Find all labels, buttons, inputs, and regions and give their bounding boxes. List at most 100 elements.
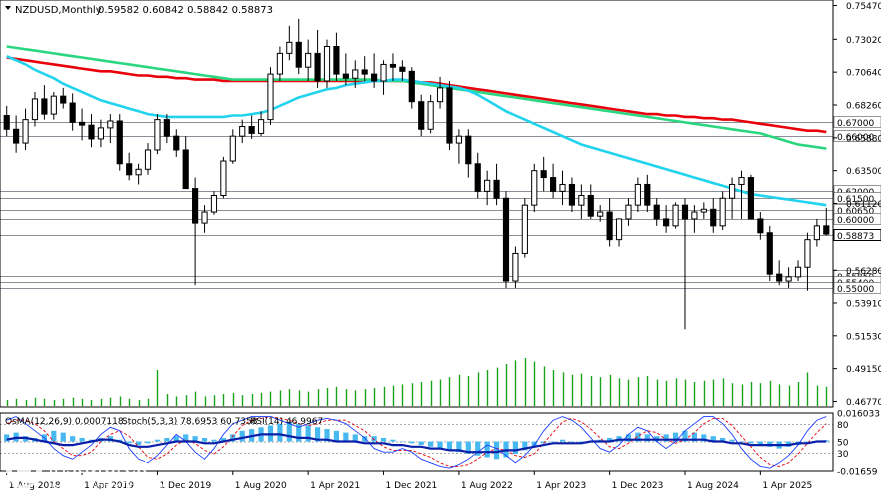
- osma-histogram-bar: [390, 439, 396, 442]
- bear-candle-body: [163, 119, 170, 137]
- osma-histogram-bar: [409, 441, 415, 444]
- bear-candle-body: [248, 126, 255, 134]
- instaforex-watermark: instaforex Instant Forex Trading: [4, 452, 204, 494]
- osma-histogram-bar: [220, 437, 226, 442]
- level-tag-label: 0.60000: [837, 216, 874, 226]
- x-tick-label: 1 Apr 2021: [310, 481, 360, 491]
- osma-histogram-bar: [541, 441, 547, 444]
- bull-candle-body: [229, 135, 236, 162]
- price-pane: [0, 18, 833, 406]
- osma-histogram-bar: [154, 439, 161, 442]
- bull-candle-body: [352, 69, 359, 79]
- bear-candle-body: [550, 177, 557, 192]
- osma-label: OsMA(12,26,9) 0.0007118: [5, 417, 124, 427]
- bull-candle-body: [785, 276, 792, 282]
- bear-candle-body: [69, 102, 76, 123]
- bear-candle-body: [88, 124, 95, 140]
- bear-candle-body: [78, 121, 86, 126]
- osma-histogram-bar: [314, 427, 321, 442]
- bear-candle-body: [710, 208, 717, 227]
- y-tick-label: 0.53910: [846, 299, 881, 309]
- bear-candle-body: [653, 204, 660, 220]
- bear-candle-body: [333, 45, 340, 75]
- bear-candle-body: [361, 69, 368, 75]
- osma-histogram-bar: [550, 441, 556, 443]
- bear-candle-body: [568, 183, 576, 206]
- bull-candle-body: [578, 194, 585, 206]
- bull-candle-body: [634, 183, 641, 206]
- bear-candle-body: [606, 211, 613, 241]
- level-tag-box: [833, 282, 881, 294]
- bear-candle-body: [408, 70, 415, 103]
- osma-histogram-bar: [70, 436, 76, 442]
- ma-medium-line: [6, 45, 827, 150]
- osma-histogram-bar: [418, 441, 424, 446]
- osma-histogram-bar: [352, 434, 358, 442]
- bear-candle-body: [13, 128, 20, 144]
- x-tick-label: 1 Apr 2019: [84, 481, 134, 491]
- bull-candle-body: [323, 45, 331, 82]
- instaforex-name: instaforex: [48, 454, 148, 478]
- bull-candle-body: [512, 252, 519, 282]
- bear-candle-body: [747, 177, 755, 220]
- osma-histogram-bar: [343, 432, 349, 442]
- x-tick-label: 1 Apr 2023: [536, 481, 586, 491]
- osma-histogram-bar: [380, 437, 387, 442]
- osma-histogram-bar: [79, 437, 85, 442]
- bull-candle-body: [625, 204, 632, 220]
- x-tick-label: 1 Dec 2023: [612, 481, 664, 491]
- bull-candle-body: [794, 266, 802, 278]
- osma-histogram-bar: [729, 439, 735, 442]
- osma-histogram-bar: [663, 434, 669, 442]
- bear-candle-body: [418, 101, 425, 130]
- bear-candle-body: [60, 95, 67, 104]
- bull-candle-body: [484, 179, 491, 192]
- bear-candle-body: [41, 98, 48, 115]
- bear-candle-body: [465, 135, 472, 165]
- bull-candle-body: [97, 127, 105, 140]
- sub-y-tick-label: 80: [837, 421, 849, 431]
- bear-candle-body: [3, 114, 10, 130]
- bull-candle-body: [672, 204, 679, 227]
- osma-histogram-bar: [644, 434, 650, 442]
- bull-candle-body: [691, 211, 698, 220]
- osma-histogram-bar: [569, 441, 575, 443]
- bull-candle-body: [50, 95, 57, 115]
- x-tick-label: 1 Aug 2018: [9, 481, 61, 491]
- osma-histogram-bar: [475, 441, 481, 456]
- x-tick-label: 1 Aug 2024: [687, 481, 739, 491]
- osma-histogram-bar: [126, 441, 132, 444]
- osma-histogram-bar: [635, 432, 641, 442]
- x-tick-label: 1 Apr 2025: [762, 481, 812, 491]
- osma-histogram-bar: [738, 441, 745, 443]
- y-tick-label: 0.70640: [846, 69, 881, 79]
- bull-candle-body: [154, 119, 161, 151]
- bull-candle-body: [210, 194, 218, 213]
- bull-candle-body: [804, 239, 811, 268]
- osma-histogram-bar: [437, 441, 443, 449]
- osma-histogram-bar: [183, 434, 189, 442]
- sub-y-tick-label: -0.01659: [837, 468, 878, 478]
- indicator-pane: [0, 416, 833, 469]
- osma-histogram-bar: [230, 434, 236, 442]
- dropdown-triangle-icon[interactable]: [5, 6, 11, 10]
- bull-candle-body: [107, 120, 114, 129]
- y-tick-label: 0.46770: [846, 398, 881, 408]
- bull-candle-body: [22, 119, 29, 144]
- bear-candle-body: [173, 135, 180, 151]
- ma-fast-line: [6, 55, 827, 207]
- y-tick-label: 0.75470: [846, 2, 881, 12]
- level-tag-label: 0.66000: [837, 133, 874, 143]
- bear-candle-body: [126, 163, 133, 176]
- bull-candle-body: [531, 170, 538, 206]
- bear-candle-body: [757, 218, 764, 234]
- y-tick-label: 0.49150: [846, 365, 881, 375]
- bull-candle-body: [201, 211, 208, 224]
- bear-candle-body: [314, 52, 321, 82]
- osma-histogram-bar: [522, 441, 528, 451]
- bull-candle-body: [597, 211, 604, 217]
- y-tick-label: 0.73020: [846, 36, 881, 46]
- y-tick-label: 0.68260: [846, 101, 881, 111]
- bear-candle-body: [474, 163, 481, 192]
